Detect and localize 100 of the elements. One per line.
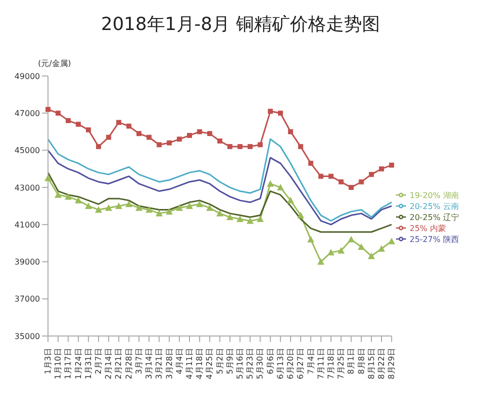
point	[196, 200, 204, 208]
point	[287, 196, 294, 204]
point	[358, 179, 364, 184]
point	[86, 127, 91, 132]
point	[56, 110, 61, 116]
point	[246, 217, 254, 224]
point	[278, 110, 283, 116]
y-tick-label: 47000	[14, 108, 40, 118]
point	[44, 174, 52, 182]
point	[146, 134, 152, 140]
x-tick-label: 4月11日	[184, 348, 194, 380]
x-tick-label: 5月9日	[225, 348, 234, 374]
point	[368, 252, 375, 260]
x-tick-label: 3月14日	[144, 348, 154, 380]
point	[317, 258, 324, 265]
point	[166, 208, 173, 215]
x-tick-label: 8月15日	[366, 348, 376, 380]
x-tick-label: 8月29日	[387, 348, 396, 380]
y-tick-label: 49000	[14, 72, 40, 81]
x-tick-label: 2月28日	[124, 348, 134, 380]
legend-label: 25-27% 陕西	[410, 234, 459, 244]
x-tick-label: 5月16日	[236, 348, 245, 380]
point	[115, 202, 122, 209]
point	[46, 106, 50, 112]
point	[207, 131, 212, 136]
point	[136, 131, 142, 136]
x-tick-label: 7月4日	[306, 348, 316, 374]
point	[236, 216, 244, 222]
point	[328, 174, 334, 179]
x-tick-label: 6月13日	[276, 348, 285, 380]
point	[248, 144, 253, 150]
point	[276, 184, 284, 190]
x-tick-label: 3月28日	[164, 348, 174, 380]
x-tick-label: 1月10日	[54, 348, 63, 380]
point	[298, 144, 304, 150]
y-tick-label: 37000	[14, 294, 40, 304]
point	[197, 129, 202, 134]
y-tick-label: 45000	[14, 146, 40, 156]
point	[95, 206, 102, 213]
point	[156, 210, 163, 216]
point	[338, 247, 345, 254]
x-tick-label: 4月25日	[205, 348, 214, 380]
point	[176, 204, 183, 211]
point	[116, 120, 122, 125]
point	[297, 212, 304, 218]
legend-label: 19-20% 湖南	[410, 190, 459, 200]
point	[388, 238, 396, 244]
x-tick-label: 1月3日	[44, 348, 52, 374]
point	[186, 132, 192, 138]
line-series	[47, 150, 392, 226]
point	[76, 122, 81, 127]
point	[96, 144, 102, 150]
point	[307, 236, 314, 242]
y-tick-label: 35000	[14, 332, 40, 341]
point	[106, 134, 112, 140]
point	[146, 206, 153, 213]
x-tick-label: 1月24日	[74, 348, 83, 380]
point	[156, 142, 162, 148]
point	[166, 140, 172, 146]
point	[318, 174, 324, 179]
x-tick-label: 1月31日	[84, 348, 93, 380]
legend-label: 25% 内蒙	[410, 224, 446, 232]
y-tick-label: 41000	[14, 220, 40, 230]
point	[84, 202, 92, 209]
point	[216, 210, 224, 216]
legend-label: 20-25% 辽宁	[410, 212, 459, 222]
point	[226, 214, 234, 220]
point	[338, 179, 344, 184]
x-tick-label: 8月1日	[346, 348, 356, 374]
legend-label: 20-25% 云南	[410, 202, 459, 210]
point	[368, 172, 374, 177]
x-tick-label: 2月7日	[94, 348, 104, 374]
x-tick-label: 5月2日	[215, 348, 224, 374]
point	[227, 144, 232, 150]
y-axis-title: (元/金属)	[38, 58, 71, 69]
point	[379, 166, 384, 172]
point	[378, 245, 386, 252]
x-tick-label: 2月21日	[114, 348, 124, 380]
x-tick-label: 6月6日	[266, 348, 275, 374]
x-tick-label: 7月11日	[316, 348, 326, 380]
x-tick-label: 7月18日	[326, 348, 336, 380]
point	[176, 136, 182, 142]
point	[54, 191, 62, 198]
x-tick-label: 6月27日	[296, 348, 306, 380]
point	[135, 204, 142, 211]
point	[327, 248, 334, 256]
point	[308, 160, 314, 166]
point	[64, 193, 72, 200]
point	[389, 162, 394, 168]
point	[206, 204, 214, 211]
x-tick-label: 5月23日	[246, 348, 255, 380]
point	[105, 204, 112, 211]
point	[186, 202, 193, 209]
point	[288, 129, 294, 134]
x-tick-label: 4月18日	[195, 348, 204, 380]
point	[358, 243, 365, 250]
x-tick-label: 8月8日	[356, 348, 366, 374]
point	[238, 144, 243, 150]
line-series	[47, 138, 392, 222]
point	[256, 216, 264, 222]
